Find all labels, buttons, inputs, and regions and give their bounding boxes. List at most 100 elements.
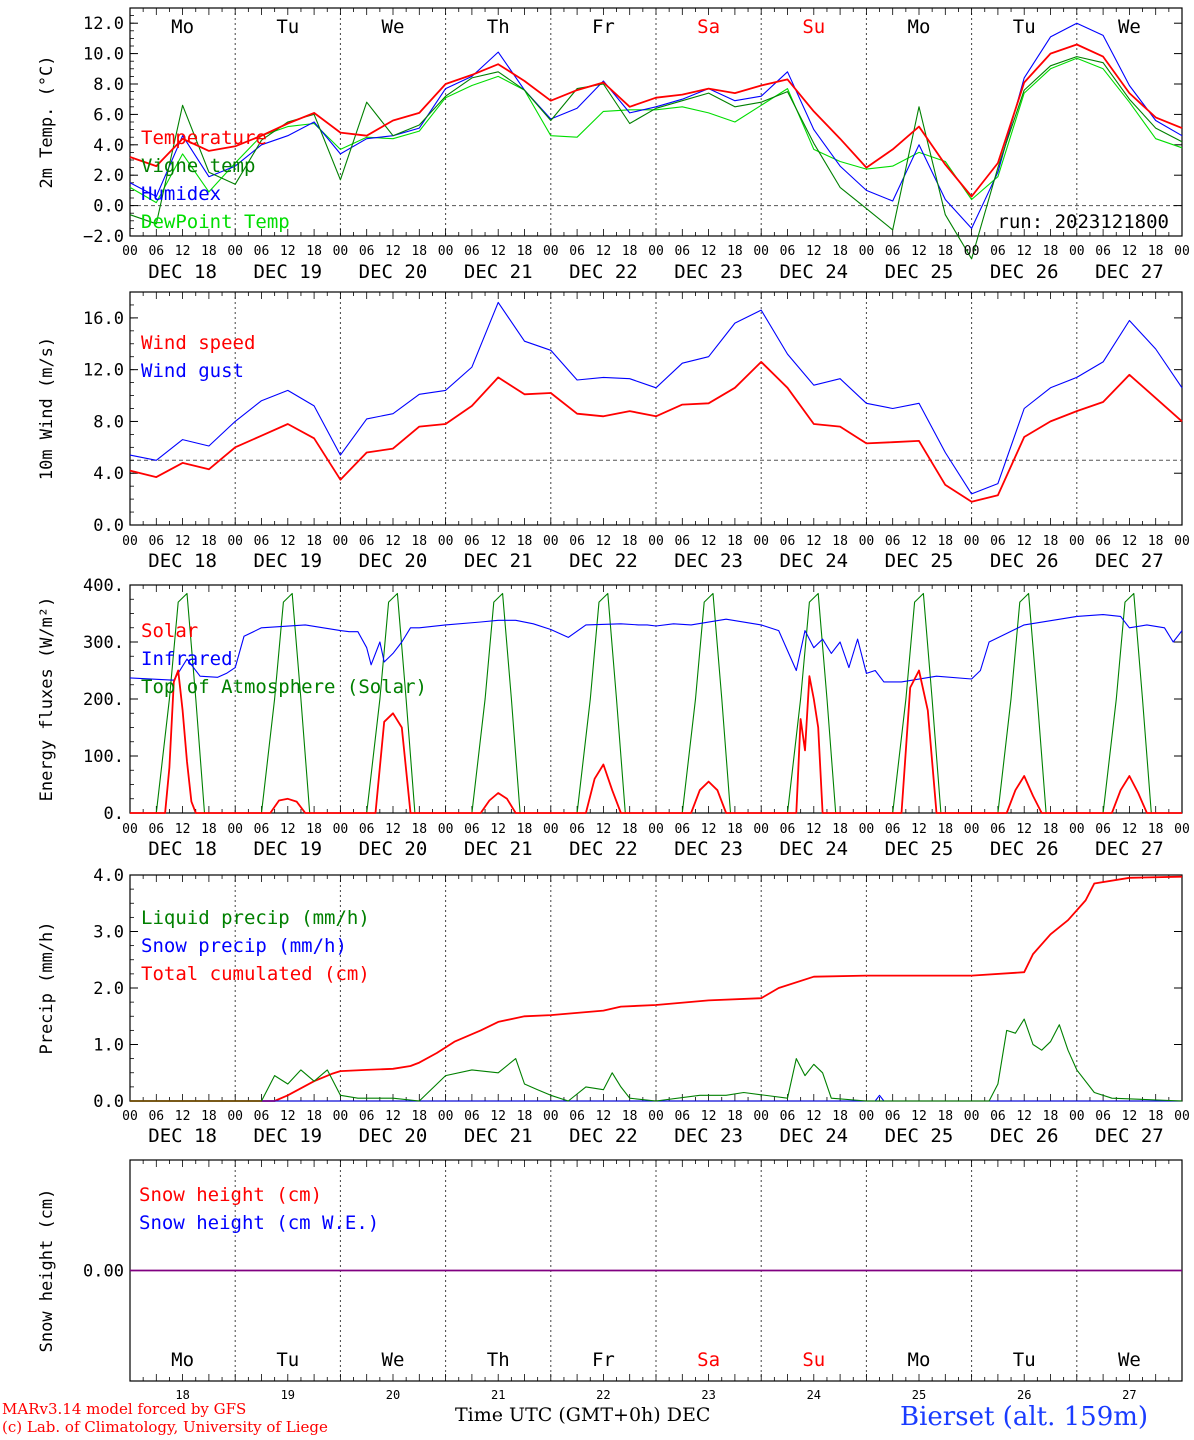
hour-tick-label: 00: [1174, 1109, 1190, 1124]
series-line-infrared: [129, 614, 1183, 683]
weekday-label: Mo: [171, 16, 194, 38]
hour-tick-label: 18: [306, 244, 322, 259]
hour-tick-label: 00: [227, 822, 243, 837]
weekday-label: Fr: [592, 16, 615, 38]
hour-tick-label: 18: [832, 534, 848, 549]
date-label: DEC 21: [464, 1125, 533, 1147]
panel-1: 12.0 10.0 8.0 6.0 4.0 2.0 0.0 −2.0 2m Temp. (°C)…: [37, 7, 1190, 283]
y-axis-label: 10m Wind (m/s): [37, 337, 57, 480]
hour-tick-label: 00: [122, 244, 138, 259]
hour-tick-label: 18: [306, 822, 322, 837]
hour-tick-label: 06: [885, 244, 901, 259]
hour-tick-label: 06: [148, 244, 164, 259]
hour-tick-label: 06: [674, 822, 690, 837]
date-label: DEC 21: [464, 838, 533, 860]
legend-entry: Solar: [141, 620, 198, 642]
legend-entry: Wind speed: [141, 332, 255, 354]
hour-tick-label: 18: [1148, 534, 1164, 549]
day-number-label: 24: [807, 1388, 821, 1402]
hour-tick-label: 00: [964, 822, 980, 837]
hour-tick-label: 12: [806, 244, 822, 259]
y-tick-label: −2.0: [83, 227, 124, 247]
hour-tick-label: 06: [254, 1109, 270, 1124]
weekday-label: Fr: [592, 1349, 615, 1371]
x-axis-title: Time UTC (GMT+0h) DEC: [455, 1404, 710, 1426]
day-number-label: 27: [1122, 1388, 1136, 1402]
y-tick-label: 4.0: [93, 866, 124, 886]
hour-tick-label: 06: [885, 534, 901, 549]
hour-tick-label: 18: [1148, 1109, 1164, 1124]
legend-entry: Liquid precip (mm/h): [141, 907, 370, 929]
hour-tick-label: 06: [148, 1109, 164, 1124]
legend-entry: Wind gust: [141, 360, 244, 382]
hour-tick-label: 12: [280, 534, 296, 549]
y-tick-label: 0.0: [93, 516, 124, 536]
weekday-label: Mo: [171, 1349, 194, 1371]
hour-tick-label: 12: [1122, 822, 1138, 837]
date-label: DEC 19: [253, 1125, 322, 1147]
weekday-label: Sa: [697, 1349, 720, 1371]
hour-tick-label: 12: [175, 244, 191, 259]
hour-tick-label: 12: [175, 1109, 191, 1124]
weekday-label: Su: [802, 1349, 825, 1371]
series-line-solar: [130, 669, 1182, 814]
day-number-label: 20: [386, 1388, 400, 1402]
y-tick-label: 0.00: [83, 1262, 124, 1282]
hour-tick-label: 18: [411, 1109, 427, 1124]
hour-tick-label: 06: [464, 822, 480, 837]
date-label: DEC 22: [569, 838, 638, 860]
date-label: DEC 20: [359, 1125, 428, 1147]
date-label: DEC 27: [1095, 550, 1164, 572]
hour-tick-label: 12: [385, 822, 401, 837]
hour-tick-label: 12: [1016, 1109, 1032, 1124]
x-axis-month: DEC: [666, 1404, 711, 1426]
hour-tick-label: 00: [227, 244, 243, 259]
hour-tick-label: 12: [385, 244, 401, 259]
date-label: DEC 26: [990, 261, 1059, 283]
hour-tick-label: 18: [1043, 244, 1059, 259]
hour-tick-label: 12: [1016, 244, 1032, 259]
hour-tick-label: 00: [438, 1109, 454, 1124]
date-label: DEC 24: [779, 261, 848, 283]
hour-tick-label: 12: [911, 534, 927, 549]
weekday-label: We: [1118, 16, 1141, 38]
date-label: DEC 25: [885, 261, 954, 283]
y-tick-label: 8.0: [93, 412, 124, 432]
series-line-wind-gust: [129, 301, 1183, 495]
x-axis-title-text: Time UTC (GMT+0h): [455, 1404, 661, 1426]
hour-tick-label: 06: [464, 534, 480, 549]
hour-tick-label: 06: [885, 1109, 901, 1124]
hour-tick-label: 00: [438, 244, 454, 259]
hour-tick-label: 06: [674, 244, 690, 259]
hour-tick-label: 06: [569, 1109, 585, 1124]
weekday-label: Mo: [908, 1349, 931, 1371]
hour-tick-label: 06: [885, 822, 901, 837]
hour-tick-label: 06: [464, 244, 480, 259]
hour-tick-label: 12: [1122, 1109, 1138, 1124]
weekday-label: Th: [487, 16, 510, 38]
y-tick-label: 12.0: [83, 14, 124, 34]
hour-tick-label: 06: [1095, 244, 1111, 259]
hour-tick-label: 00: [1069, 822, 1085, 837]
hour-tick-label: 12: [596, 534, 612, 549]
hour-tick-label: 18: [832, 1109, 848, 1124]
hour-tick-label: 18: [306, 534, 322, 549]
date-label: DEC 23: [674, 1125, 743, 1147]
station-name: Bierset (alt. 159m): [900, 1402, 1149, 1432]
panel-4: 4.0 3.0 2.0 1.0 0.0 Precip (mm/h) Liquid preci…: [37, 866, 1190, 1147]
date-label: DEC 25: [885, 550, 954, 572]
hour-tick-label: 00: [859, 1109, 875, 1124]
hour-tick-label: 12: [1122, 534, 1138, 549]
date-label: DEC 18: [148, 550, 217, 572]
date-label: DEC 18: [148, 838, 217, 860]
date-label: DEC 24: [779, 550, 848, 572]
date-label: DEC 23: [674, 550, 743, 572]
panel-2: 16.0 12.0 8.0 4.0 0.0 10m Wind (m/s) Wind spee…: [37, 291, 1190, 572]
hour-tick-label: 00: [543, 1109, 559, 1124]
hour-tick-label: 06: [780, 822, 796, 837]
weekday-label: Tu: [276, 16, 299, 38]
date-label: DEC 20: [359, 838, 428, 860]
y-tick-label: 100.: [83, 747, 124, 767]
hour-tick-label: 00: [648, 244, 664, 259]
